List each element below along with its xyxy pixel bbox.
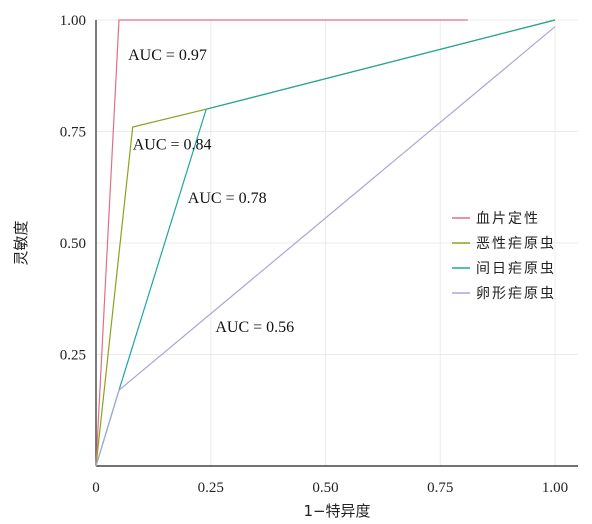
x-tick-label: 0.75 <box>427 480 453 496</box>
legend-label: 血片定性 <box>476 211 540 227</box>
legend-label: 间日疟原虫 <box>476 261 556 277</box>
auc-label: AUC = 0.97 <box>128 47 207 64</box>
grid <box>96 19 578 466</box>
legend-label: 卵形疟原虫 <box>476 286 556 302</box>
y-tick-label: 0.25 <box>60 348 86 364</box>
auc-label: AUC = 0.56 <box>215 319 294 336</box>
x-axis-title: 1−特异度 <box>303 502 370 520</box>
tick-labels: 0 0.25 0.50 0.75 1.00 0.25 0.50 0.75 1.00 <box>60 13 568 496</box>
auc-label: AUC = 0.84 <box>133 136 212 153</box>
roc-curve-4 <box>95 26 556 467</box>
y-tick-label: 0.50 <box>60 236 86 252</box>
roc-curves <box>95 19 556 467</box>
x-tick-label: 0.25 <box>198 480 224 496</box>
roc-curve-1 <box>95 19 468 467</box>
x-tick-label: 0 <box>92 480 100 496</box>
x-tick-label: 0.50 <box>312 480 338 496</box>
legend-label: 恶性疟原虫 <box>476 236 556 252</box>
y-tick-label: 1.00 <box>60 13 86 29</box>
auc-label: AUC = 0.78 <box>188 190 267 207</box>
y-axis-title: 灵敏度 <box>12 220 30 265</box>
y-tick-label: 0.75 <box>60 125 86 141</box>
x-tick-label: 1.00 <box>542 480 568 496</box>
auc-annotations: AUC = 0.97 AUC = 0.84 AUC = 0.78 AUC = 0.56 <box>128 47 294 336</box>
axes <box>95 20 578 467</box>
